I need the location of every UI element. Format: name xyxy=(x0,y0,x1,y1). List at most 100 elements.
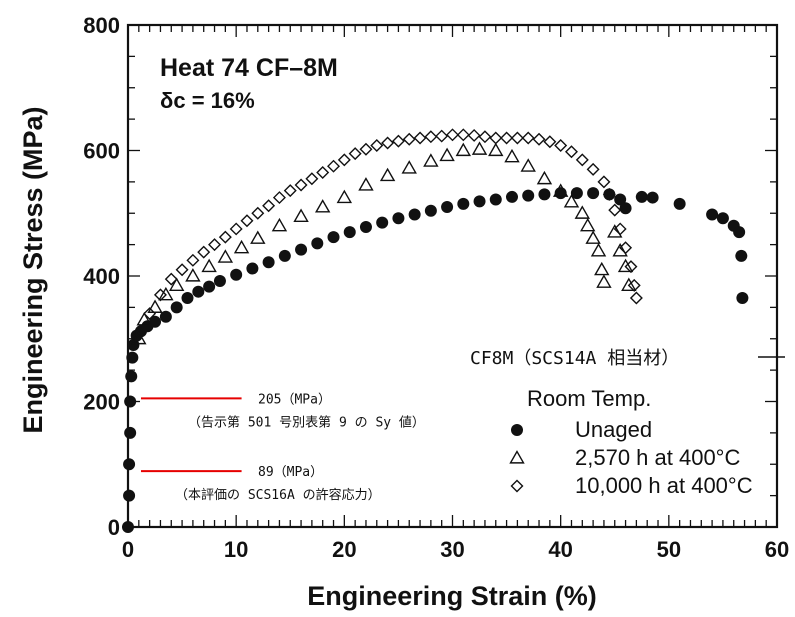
y-tick-label: 0 xyxy=(108,515,120,540)
data-point xyxy=(203,280,216,293)
data-point xyxy=(424,130,438,144)
data-point xyxy=(586,162,600,176)
data-point xyxy=(511,424,523,436)
data-point xyxy=(621,277,637,291)
data-point xyxy=(170,301,183,314)
data-point xyxy=(359,142,373,156)
data-point xyxy=(614,193,627,206)
data-point xyxy=(471,141,488,155)
data-point xyxy=(613,222,627,236)
data-point xyxy=(123,458,136,471)
data-point xyxy=(314,199,331,213)
data-point xyxy=(467,128,481,142)
data-point xyxy=(229,222,243,236)
data-point xyxy=(327,231,340,244)
data-point xyxy=(293,208,309,222)
delta-c-label: δc = 16% xyxy=(160,88,255,113)
data-point xyxy=(629,291,643,305)
data-point xyxy=(149,315,162,328)
data-point xyxy=(262,199,276,213)
reference-label: 89（MPa） xyxy=(258,465,323,480)
data-point xyxy=(441,200,454,213)
data-point xyxy=(131,330,147,345)
data-point xyxy=(520,158,536,172)
data-point xyxy=(509,450,525,464)
series-layer xyxy=(122,128,749,533)
data-point xyxy=(213,275,226,288)
data-point xyxy=(376,216,389,229)
data-point xyxy=(505,190,518,203)
data-point xyxy=(590,242,607,257)
data-point xyxy=(446,128,459,142)
data-point xyxy=(143,307,157,321)
data-point xyxy=(295,243,308,256)
data-point xyxy=(716,212,729,225)
data-point xyxy=(370,138,384,152)
data-point xyxy=(186,253,200,267)
data-point xyxy=(570,187,583,200)
data-point xyxy=(543,135,557,149)
data-point xyxy=(574,205,591,219)
data-point xyxy=(217,249,234,263)
data-point xyxy=(379,167,396,182)
x-tick-label: 20 xyxy=(332,537,356,562)
data-point xyxy=(316,165,330,179)
data-point xyxy=(159,310,172,323)
data-point xyxy=(250,230,266,244)
data-point xyxy=(413,131,427,145)
data-point xyxy=(594,261,610,276)
data-point xyxy=(554,138,568,152)
data-point xyxy=(126,351,139,364)
data-point xyxy=(337,153,351,167)
data-point xyxy=(510,479,524,493)
x-tick-label: 40 xyxy=(548,537,572,562)
data-point xyxy=(619,241,633,255)
data-point xyxy=(348,147,362,161)
reference-label: 205（MPa） xyxy=(258,392,331,407)
data-point xyxy=(552,183,569,197)
data-point xyxy=(521,131,535,145)
data-point xyxy=(478,130,492,144)
data-point xyxy=(617,258,634,273)
reference-sublabel: （告示第 501 号別表第 9 の Sy 値） xyxy=(188,414,425,430)
data-point xyxy=(402,132,416,146)
data-point xyxy=(164,272,178,286)
data-point xyxy=(124,426,137,439)
data-point xyxy=(262,256,275,269)
y-tick-label: 200 xyxy=(83,390,120,415)
data-point xyxy=(305,172,319,186)
data-point xyxy=(201,258,217,273)
data-point xyxy=(192,285,205,298)
data-point xyxy=(123,489,136,502)
data-point xyxy=(294,178,308,192)
data-point xyxy=(457,197,470,210)
reference-sublabel: （本評価の SCS16A の許容応力） xyxy=(175,487,381,503)
data-point xyxy=(147,299,163,313)
data-point xyxy=(532,132,546,146)
data-point xyxy=(563,194,580,208)
data-point xyxy=(185,268,201,282)
data-point xyxy=(635,190,648,203)
data-point xyxy=(733,226,746,239)
legend-entry-label: 10,000 h at 400°C xyxy=(575,473,753,498)
data-point xyxy=(500,131,514,145)
y-tick-label: 400 xyxy=(83,264,120,289)
data-point xyxy=(489,193,502,206)
data-point xyxy=(522,189,535,202)
data-point xyxy=(175,263,189,277)
data-point xyxy=(136,312,152,326)
data-point xyxy=(392,212,405,225)
data-point xyxy=(423,153,439,167)
data-point xyxy=(603,188,616,201)
data-point xyxy=(736,291,749,304)
data-point xyxy=(181,291,194,304)
y-axis-title: Engineering Stress (MPa) xyxy=(18,106,48,433)
data-point xyxy=(673,197,686,210)
data-point xyxy=(132,325,146,339)
data-point xyxy=(564,145,578,159)
data-point xyxy=(619,202,632,215)
series-0 xyxy=(122,187,749,533)
data-point xyxy=(488,142,504,157)
